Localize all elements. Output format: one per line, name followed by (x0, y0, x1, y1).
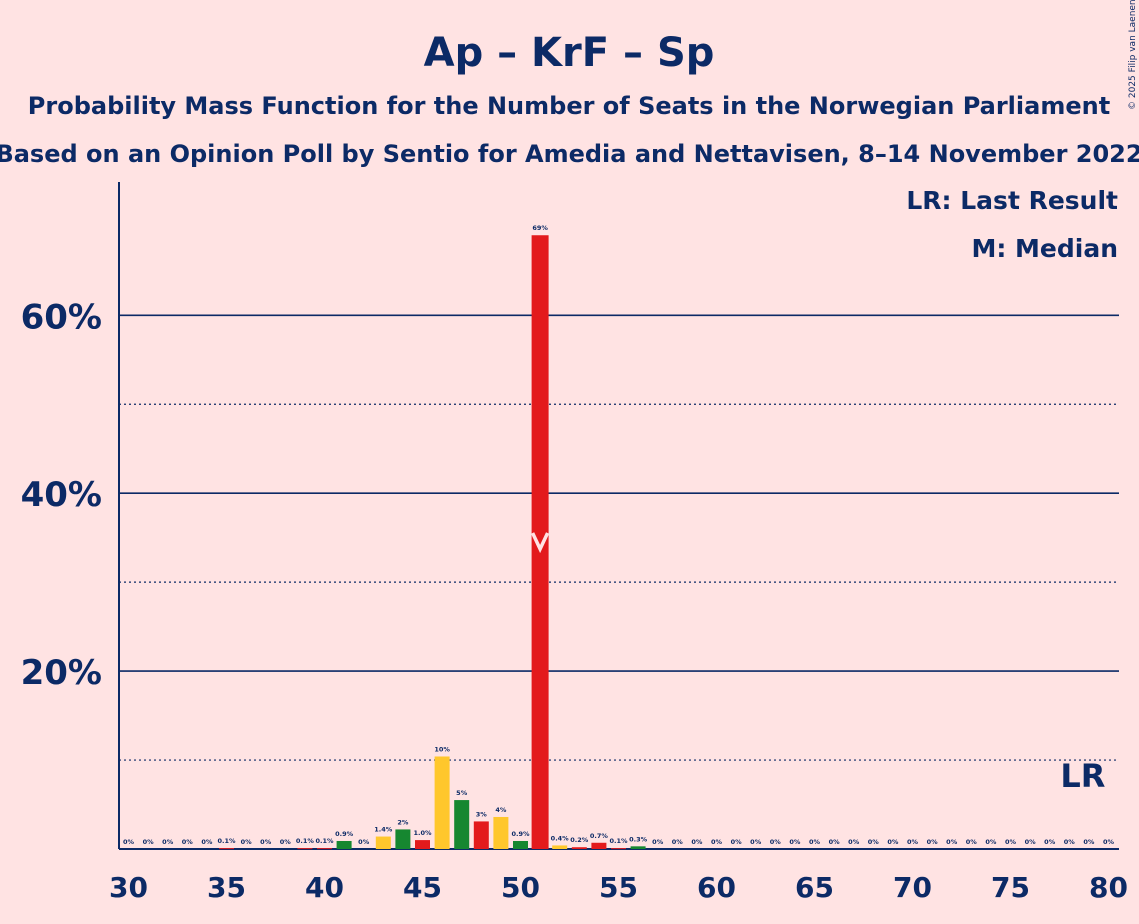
bar-seat-40 (317, 848, 332, 850)
bar-seat-46 (434, 756, 450, 849)
bar-seat-39 (297, 848, 313, 850)
data-label-seat-64: 0% (789, 838, 801, 846)
data-label-seat-76: 0% (1025, 838, 1037, 846)
data-label-seat-30: 0% (123, 838, 135, 846)
data-label-seat-67: 0% (848, 838, 860, 846)
x-tick-label: 30 (109, 871, 148, 904)
bar-seat-55 (611, 848, 626, 850)
data-label-seat-70: 0% (907, 838, 919, 846)
data-label-seat-37: 0% (260, 838, 272, 846)
data-label-seat-60: 0% (711, 838, 723, 846)
x-tick-label: 75 (991, 871, 1030, 904)
y-tick-label: 60% (21, 297, 102, 337)
x-tick-label: 45 (403, 871, 442, 904)
bar-seat-56 (630, 846, 646, 849)
bar-seat-52 (552, 845, 568, 849)
data-label-seat-53: 0.2% (570, 836, 589, 844)
data-label-seat-69: 0% (887, 838, 899, 846)
data-labels: 0% 0% 0% 0% 0% 0.1% 0% 0% 0% 0.1% 0.1%0.9%0%1.4%2%… (123, 224, 1115, 846)
bar-seat-53 (571, 847, 587, 849)
data-label-seat-74: 0% (985, 838, 997, 846)
data-label-seat-36: 0% (241, 838, 253, 846)
copyright-notice: © 2025 Filip van Laenen (1128, 0, 1138, 110)
data-label-seat-46: 10% (434, 745, 450, 753)
chart-title: Ap – KrF – Sp (424, 30, 715, 76)
data-label-seat-78: 0% (1064, 838, 1076, 846)
bar-seat-45 (415, 840, 430, 849)
data-label-seat-79: 0% (1083, 838, 1095, 846)
data-label-seat-66: 0% (829, 838, 841, 846)
data-label-seat-77: 0% (1044, 838, 1056, 846)
data-label-seat-39: 0.1% (296, 837, 315, 845)
bar-seat-47 (454, 800, 470, 849)
data-label-seat-55: 0.1% (609, 837, 628, 845)
gridlines (119, 314, 1119, 761)
median-chevron-icon (531, 532, 550, 554)
bar-seat-44 (395, 829, 411, 849)
data-label-seat-59: 0% (691, 838, 703, 846)
data-label-seat-80: 0% (1103, 838, 1115, 846)
data-label-seat-33: 0% (182, 838, 194, 846)
data-label-seat-50: 0.9% (511, 830, 530, 838)
data-label-seat-71: 0% (927, 838, 939, 846)
x-tick-label: 50 (501, 871, 540, 904)
x-tick-label: 55 (599, 871, 638, 904)
data-label-seat-34: 0% (201, 838, 213, 846)
data-label-seat-47: 5% (456, 789, 468, 797)
chart-subtitle-1: Probability Mass Function for the Number… (28, 92, 1110, 120)
data-label-seat-38: 0% (280, 838, 292, 846)
bar-seat-41 (336, 840, 352, 849)
data-label-seat-65: 0% (809, 838, 821, 846)
data-label-seat-68: 0% (868, 838, 880, 846)
data-label-seat-57: 0% (652, 838, 664, 846)
data-label-seat-31: 0% (143, 838, 155, 846)
data-label-seat-45: 1.0% (413, 829, 432, 837)
x-tick-label: 80 (1089, 871, 1128, 904)
data-label-seat-44: 2% (397, 818, 409, 826)
data-label-seat-72: 0% (946, 838, 958, 846)
data-label-seat-51: 69% (532, 224, 548, 232)
data-label-seat-48: 3% (476, 810, 488, 818)
bar-seat-50 (513, 840, 528, 849)
x-tick-label: 35 (207, 871, 246, 904)
data-label-seat-41: 0.9% (335, 830, 354, 838)
bars (219, 235, 646, 850)
y-tick-label: 20% (21, 653, 102, 693)
data-label-seat-35: 0.1% (217, 837, 236, 845)
x-tick-label: 65 (795, 871, 834, 904)
data-label-seat-61: 0% (731, 838, 743, 846)
last-result-marker: LR (1060, 757, 1105, 795)
bar-seat-48 (473, 821, 489, 849)
bar-seat-49 (493, 816, 509, 849)
data-label-seat-40: 0.1% (315, 837, 334, 845)
data-label-seat-56: 0.3% (629, 835, 648, 843)
data-label-seat-32: 0% (162, 838, 174, 846)
bar-seat-54 (591, 842, 607, 849)
data-label-seat-62: 0% (750, 838, 762, 846)
bar-seat-51 (531, 235, 549, 849)
chart-subtitle-2: Based on an Opinion Poll by Sentio for A… (0, 140, 1139, 168)
x-tick-label: 70 (893, 871, 932, 904)
x-tick-label: 40 (305, 871, 344, 904)
data-label-seat-75: 0% (1005, 838, 1017, 846)
data-label-seat-54: 0.7% (590, 832, 609, 840)
y-tick-label: 40% (21, 475, 102, 515)
bar-seat-43 (375, 836, 391, 849)
x-axis-tick-labels: 30 35 40 45 50 55 60 65 70 75 80 (109, 871, 1128, 904)
median-marker (531, 532, 550, 554)
data-label-seat-73: 0% (966, 838, 978, 846)
bar-seat-35 (219, 848, 234, 850)
data-label-seat-63: 0% (770, 838, 782, 846)
legend-median: M: Median (971, 234, 1118, 263)
data-label-seat-42: 0% (358, 838, 370, 846)
y-axis-tick-labels: 20% 40% 60% (21, 297, 102, 693)
data-label-seat-43: 1.4% (374, 826, 393, 834)
x-tick-label: 60 (697, 871, 736, 904)
data-label-seat-58: 0% (672, 838, 684, 846)
data-label-seat-52: 0.4% (551, 834, 570, 842)
legend-last-result: LR: Last Result (906, 186, 1118, 215)
data-label-seat-49: 4% (495, 806, 507, 814)
